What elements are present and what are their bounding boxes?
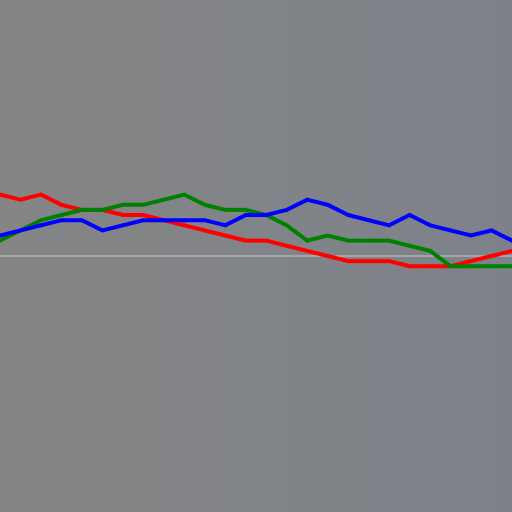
series-green-point — [448, 264, 453, 269]
series-green-point — [346, 238, 351, 243]
series-blue-point — [346, 213, 351, 217]
series-red-point — [305, 248, 310, 253]
series-red-point — [202, 228, 207, 233]
series-blue-point — [120, 223, 125, 228]
series-red-point — [39, 192, 43, 197]
series-red-point — [366, 259, 371, 264]
series-blue-point — [161, 218, 166, 223]
series-red-point — [223, 233, 228, 238]
series-red-point — [428, 264, 433, 269]
series-green-point — [366, 238, 371, 243]
series-green-point — [407, 243, 412, 248]
series-layer — [0, 192, 512, 269]
series-green-point — [223, 207, 228, 212]
series-blue-point — [182, 218, 187, 223]
series-blue-point — [469, 233, 473, 238]
series-blue-point — [243, 213, 248, 217]
series-green-point — [469, 264, 473, 269]
series-green-point — [489, 264, 494, 269]
series-red-point — [264, 238, 269, 243]
series-green-point — [243, 207, 248, 212]
series-red-point — [489, 254, 494, 258]
series-green-point — [284, 223, 289, 228]
series-green-point — [202, 202, 207, 207]
series-blue-point — [284, 207, 289, 212]
series-green — [0, 192, 512, 269]
series-blue-point — [39, 223, 43, 228]
series-red-point — [59, 202, 64, 207]
series-green-line — [0, 192, 512, 269]
series-blue-point — [448, 228, 453, 233]
series-blue-point — [141, 218, 146, 223]
series-blue-point — [264, 213, 269, 217]
series-red-point — [346, 259, 351, 264]
series-green-point — [59, 213, 64, 217]
series-red-point — [469, 259, 473, 264]
series-red-point — [18, 197, 23, 202]
series-green-point — [305, 238, 310, 243]
series-blue-point — [59, 218, 64, 223]
series-red-point — [182, 223, 187, 228]
series-blue-point — [223, 223, 228, 228]
series-red-point — [387, 259, 392, 264]
series-green-point — [182, 192, 187, 197]
series-blue-point — [325, 202, 330, 207]
series-red-point — [325, 254, 330, 258]
series-red-point — [407, 264, 412, 269]
series-blue-point — [428, 223, 433, 228]
series-blue-point — [100, 228, 105, 233]
series-blue-point — [18, 228, 23, 233]
series-blue-point — [407, 213, 412, 217]
series-green-point — [0, 238, 2, 243]
series-blue-point — [0, 233, 2, 238]
series-green-point — [325, 233, 330, 238]
series-red-point — [243, 238, 248, 243]
series-green-point — [161, 197, 166, 202]
series-blue-point — [305, 197, 310, 202]
series-green-point — [387, 238, 392, 243]
series-green-point — [100, 207, 105, 212]
series-green-point — [79, 207, 84, 212]
series-red-point — [284, 243, 289, 248]
series-blue-point — [366, 218, 371, 223]
series-blue-point — [387, 223, 392, 228]
series-red-point — [0, 192, 2, 197]
series-green-point — [428, 248, 433, 253]
series-blue-line — [0, 197, 512, 243]
series-green-point — [120, 202, 125, 207]
series-red-point — [120, 213, 125, 217]
series-red-point — [141, 213, 146, 217]
series-green-point — [141, 202, 146, 207]
series-blue-point — [489, 228, 494, 233]
series-blue-point — [79, 218, 84, 223]
series-green-point — [39, 218, 43, 223]
series-blue — [0, 197, 512, 243]
series-blue-point — [202, 218, 207, 223]
